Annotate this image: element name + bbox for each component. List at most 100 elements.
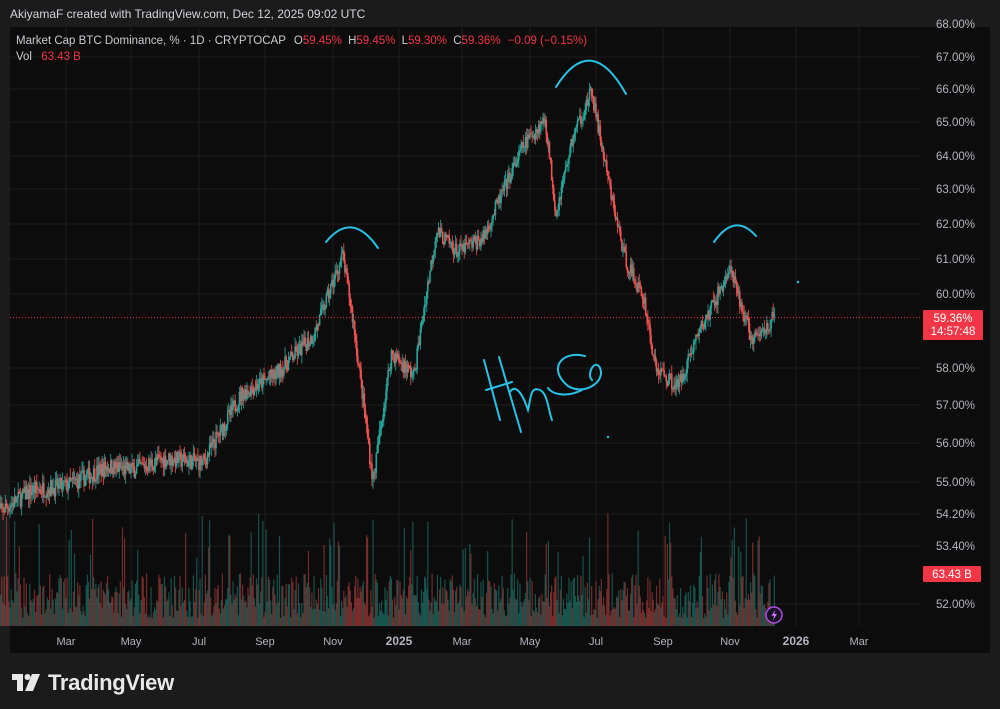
volume-bar (191, 616, 193, 626)
candle-body (476, 236, 479, 250)
candle-body (23, 489, 25, 493)
volume-bar (305, 586, 307, 626)
candle-body (278, 363, 281, 378)
volume-bar (720, 599, 722, 626)
candle-body (583, 115, 585, 120)
volume-bar (235, 597, 237, 626)
volume-bar (734, 600, 737, 626)
candle-body (265, 379, 267, 381)
volume-bar (132, 615, 134, 626)
candle-body (269, 370, 272, 379)
candle-body (144, 466, 147, 469)
volume-bar (588, 537, 591, 626)
volume-bar (708, 610, 710, 626)
lightning-icon[interactable] (765, 606, 783, 624)
chart-panel[interactable] (10, 27, 990, 653)
candle-body (86, 472, 89, 475)
candle-body (43, 482, 45, 498)
volume-bar (159, 577, 161, 626)
candle-body (158, 454, 160, 457)
volume-label[interactable]: Vol (16, 51, 32, 63)
candle-body (25, 486, 28, 500)
volume-bar (65, 598, 67, 626)
volume-bar (530, 616, 532, 626)
volume-bar (42, 587, 44, 626)
volume-bar (249, 577, 251, 626)
volume-bar (409, 577, 411, 626)
symbol-name[interactable]: Market Cap BTC Dominance, % · 1D · CRYPT… (16, 35, 286, 47)
candle-body (737, 291, 740, 294)
candle-body (492, 214, 495, 219)
volume-bar (517, 579, 519, 626)
volume-bar (569, 600, 571, 626)
candle-body (197, 457, 199, 459)
volume-bar (490, 586, 492, 626)
candle-body (446, 234, 448, 238)
volume-bar (154, 609, 157, 626)
volume-bar (200, 613, 202, 626)
volume-bar (755, 609, 757, 626)
candle-body (472, 240, 474, 248)
volume-bar (738, 546, 740, 626)
volume-bar (104, 594, 107, 626)
volume-bar (671, 576, 673, 626)
volume-bar (23, 577, 25, 626)
volume-bar (74, 606, 77, 626)
candle-body (398, 354, 400, 363)
volume-bar (602, 596, 605, 626)
candle-body (532, 135, 535, 138)
volume-bar (752, 542, 754, 626)
candle-body (469, 239, 471, 244)
candle-body (222, 423, 225, 437)
volume-bar (636, 603, 638, 626)
volume-bar (315, 599, 317, 626)
candle-body (451, 242, 454, 248)
candle-body (118, 462, 121, 472)
volume-bar (307, 550, 310, 626)
volume-bar (202, 616, 204, 626)
candle-body (135, 466, 138, 474)
candle-body (651, 344, 653, 355)
candle-body (768, 330, 770, 332)
volume-bar (400, 594, 402, 626)
volume-bar (36, 596, 38, 626)
candle-body (644, 297, 647, 316)
candle-body (98, 464, 100, 476)
volume-bar (263, 617, 265, 626)
volume-bar (7, 576, 9, 626)
candle-body (201, 459, 203, 466)
candle-body (204, 458, 207, 461)
volume-bar (63, 581, 65, 626)
volume-bar (546, 597, 548, 626)
candle-body (735, 281, 738, 289)
volume-bar (134, 583, 137, 626)
annotation-dot (606, 435, 610, 439)
volume-bar (728, 582, 730, 626)
candle-body (219, 425, 222, 436)
candle-body (356, 340, 358, 356)
volume-bar (59, 574, 61, 626)
candle-body (160, 456, 162, 461)
candle-body (489, 228, 491, 230)
volume-bar (52, 599, 54, 626)
candle-body (250, 386, 252, 396)
volume-bar (212, 612, 214, 626)
volume-bar (535, 607, 538, 626)
volume-bar (507, 587, 509, 626)
volume-bar (230, 594, 232, 626)
volume-bar (552, 616, 554, 626)
volume-bar (81, 614, 83, 626)
candle-body (206, 453, 209, 465)
volume-bar (370, 589, 372, 626)
volume-bar (711, 584, 714, 626)
volume-bar (540, 614, 542, 626)
volume-bar (187, 616, 189, 626)
candle-body (334, 273, 336, 280)
candle-body (316, 324, 319, 331)
candle-body (617, 226, 620, 228)
volume-bar (448, 610, 450, 626)
tradingview-logo[interactable]: TradingView (12, 670, 174, 696)
volume-bar (514, 598, 517, 626)
candle-body (360, 370, 362, 381)
